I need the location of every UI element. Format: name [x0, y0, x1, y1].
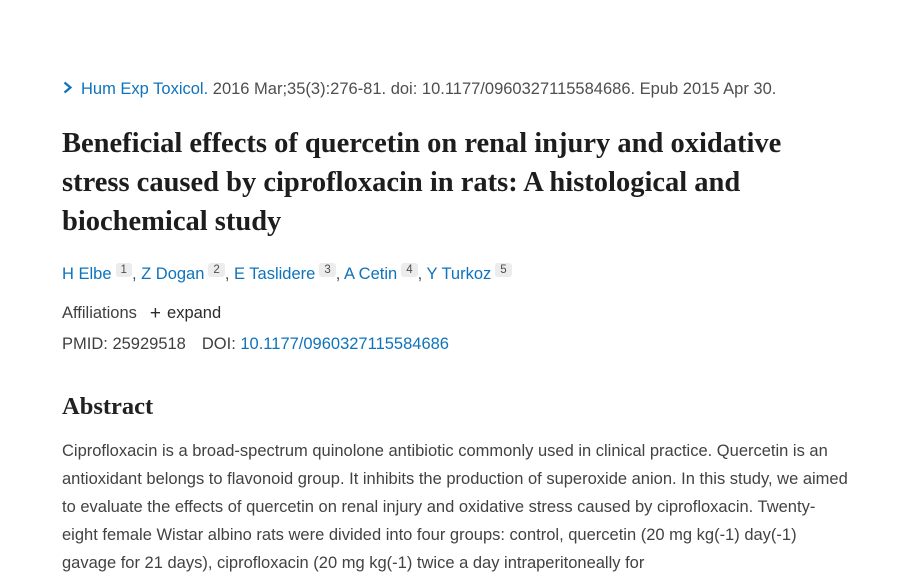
- plus-icon: +: [149, 303, 162, 324]
- abstract-text: Ciprofloxacin is a broad-spectrum quinol…: [62, 442, 848, 572]
- author: Y Turkoz 5: [426, 263, 512, 283]
- author-link[interactable]: Z Dogan: [141, 265, 205, 283]
- affiliation-number-badge[interactable]: 1: [115, 263, 132, 277]
- author-separator: ,: [224, 265, 234, 283]
- article-title: Beneficial effects of quercetin on renal…: [62, 128, 782, 237]
- pmid-label: PMID:: [62, 335, 108, 353]
- journal-link[interactable]: Hum Exp Toxicol.: [81, 80, 209, 98]
- author-separator: ,: [417, 265, 427, 283]
- author: H Elbe 1,: [62, 263, 142, 283]
- article-header: Hum Exp Toxicol. 2016 Mar;35(3):276-81. …: [62, 0, 848, 577]
- expand-label: expand: [167, 304, 222, 322]
- doi-label: DOI:: [201, 335, 236, 353]
- abstract-heading: Abstract: [62, 393, 154, 420]
- affiliations-row: Affiliations + expand: [62, 303, 848, 325]
- pmid-value: 25929518: [112, 335, 186, 353]
- affiliations-label: Affiliations: [62, 304, 137, 322]
- author: E Taslidere 3,: [233, 263, 344, 283]
- authors-list: H Elbe 1, Z Dogan 2, E Taslidere 3, A Cetin…: [62, 263, 848, 284]
- author-link[interactable]: A Cetin: [343, 265, 398, 283]
- doi-link[interactable]: 10.1177/0960327115584686: [240, 335, 449, 353]
- affiliation-number-badge[interactable]: 4: [401, 263, 418, 277]
- author-separator: ,: [335, 265, 344, 283]
- author-link[interactable]: Y Turkoz: [426, 265, 492, 283]
- expand-affiliations-button[interactable]: + expand: [150, 303, 221, 325]
- citation-details: 2016 Mar;35(3):276-81. doi: 10.1177/0960…: [212, 80, 777, 98]
- author-link[interactable]: E Taslidere: [233, 265, 316, 283]
- author-link[interactable]: H Elbe: [62, 265, 112, 283]
- affiliation-number-badge[interactable]: 5: [495, 263, 512, 277]
- doi-group: DOI: 10.1177/0960327115584686: [202, 335, 449, 353]
- author-separator: ,: [131, 265, 142, 283]
- chevron-right-icon[interactable]: [62, 80, 73, 101]
- citation-line: Hum Exp Toxicol. 2016 Mar;35(3):276-81. …: [62, 0, 848, 101]
- affiliation-number-badge[interactable]: 3: [319, 263, 336, 277]
- identifiers-row: PMID: 25929518 DOI: 10.1177/0960327115584…: [62, 334, 848, 355]
- affiliation-number-badge[interactable]: 2: [208, 263, 225, 277]
- author: Z Dogan 2,: [141, 263, 234, 283]
- author: A Cetin 4,: [343, 263, 427, 283]
